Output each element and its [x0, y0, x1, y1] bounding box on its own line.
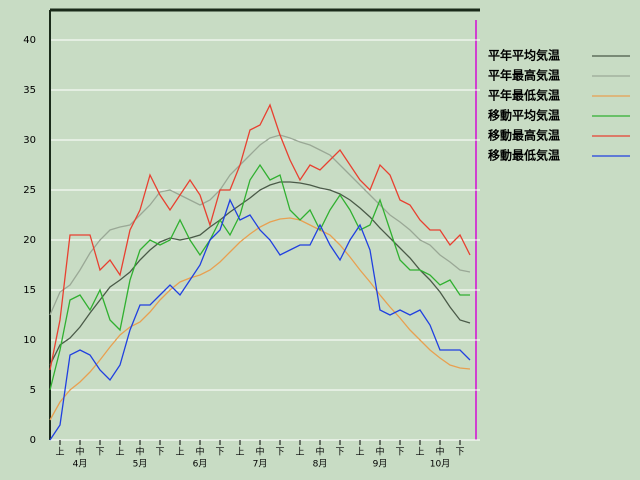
y-tick-label: 40 [23, 35, 36, 46]
series-line [49, 103, 471, 371]
month-label: 4月 [73, 459, 88, 470]
y-tick-label: 15 [23, 285, 36, 296]
legend-label: 平年最低気温 [488, 88, 560, 103]
month-label: 7月 [253, 459, 268, 470]
y-tick-label: 25 [23, 185, 36, 196]
x-tick-label: 上 [55, 447, 64, 458]
x-tick-label: 上 [115, 447, 124, 458]
series-line [49, 198, 471, 441]
y-tick-label: 10 [23, 335, 36, 346]
x-tick-label: 上 [415, 447, 424, 458]
x-tick-label: 下 [395, 448, 404, 458]
x-tick-label: 上 [175, 447, 184, 458]
x-tick-label: 上 [355, 447, 364, 458]
x-tick-label: 中 [435, 446, 444, 458]
month-label: 10月 [430, 459, 450, 470]
x-tick-label: 中 [315, 446, 324, 458]
y-tick-label: 35 [23, 85, 36, 96]
month-label: 8月 [313, 459, 328, 470]
y-tick-label: 0 [30, 435, 36, 446]
x-tick-label: 中 [255, 446, 264, 458]
legend-label: 移動最低気温 [488, 148, 560, 163]
series-line [49, 181, 471, 366]
x-tick-label: 中 [75, 446, 84, 458]
x-tick-label: 中 [195, 446, 204, 458]
month-label: 9月 [373, 459, 388, 470]
legend-label: 平年最高気温 [488, 68, 560, 83]
x-tick-label: 下 [335, 448, 344, 458]
x-tick-label: 下 [275, 448, 284, 458]
x-tick-label: 下 [455, 448, 464, 458]
x-tick-label: 中 [135, 446, 144, 458]
y-tick-label: 5 [30, 385, 36, 396]
month-label: 6月 [193, 459, 208, 470]
legend-label: 移動平均気温 [488, 108, 560, 123]
legend-label: 移動最高気温 [488, 128, 560, 143]
series-line [49, 134, 471, 316]
series-line [49, 163, 470, 391]
y-tick-label: 20 [23, 235, 36, 246]
y-tick-label: 30 [23, 135, 36, 146]
x-tick-label: 上 [295, 447, 304, 458]
x-tick-label: 下 [215, 448, 224, 458]
month-label: 5月 [133, 459, 148, 470]
x-tick-label: 下 [95, 448, 104, 458]
x-tick-label: 下 [155, 448, 164, 458]
series-line [49, 217, 471, 421]
x-tick-label: 中 [375, 446, 384, 458]
legend-label: 平年平均気温 [488, 48, 560, 63]
x-tick-label: 上 [235, 447, 244, 458]
